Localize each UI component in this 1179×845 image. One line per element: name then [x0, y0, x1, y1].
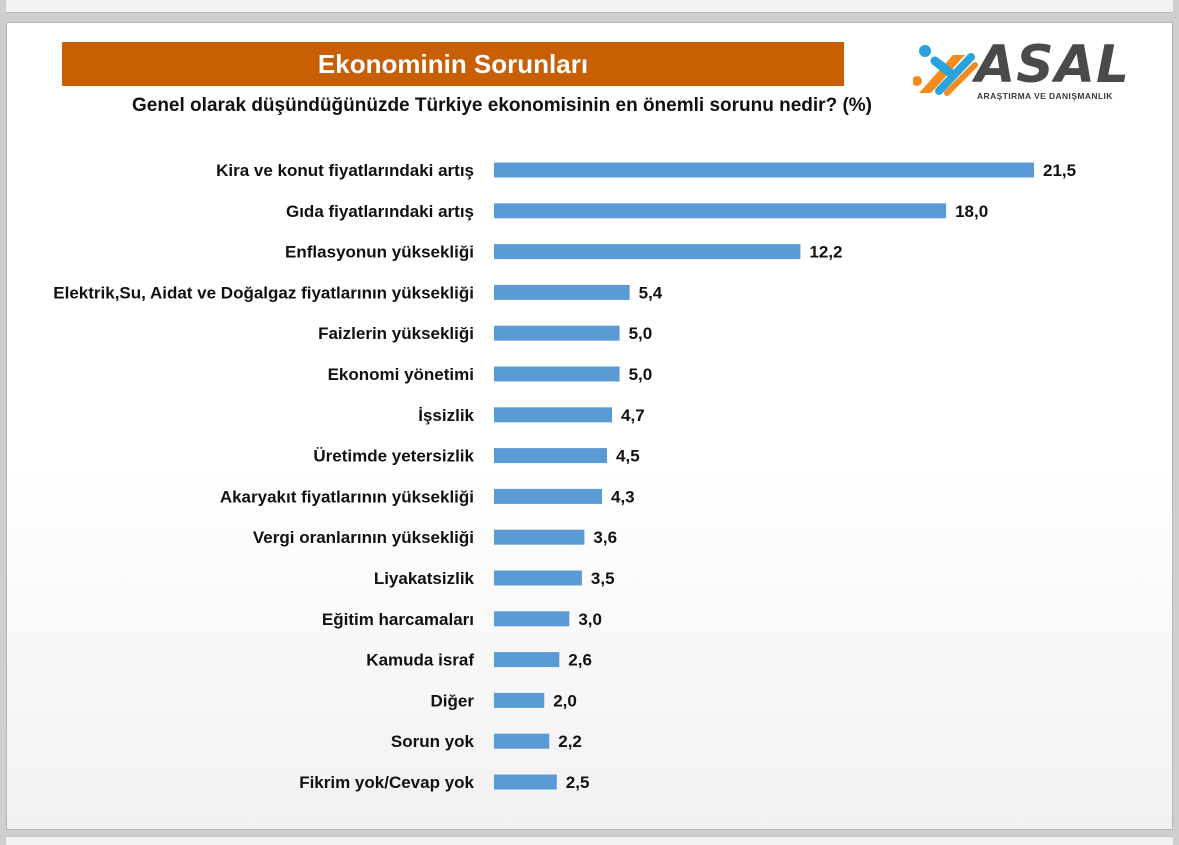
category-label: Akaryakıt fiyatlarının yüksekliği: [220, 487, 474, 506]
value-label: 3,6: [593, 528, 617, 547]
survey-question: Genel olarak düşündüğünüzde Türkiye ekon…: [131, 95, 873, 116]
category-label: Kamuda israf: [366, 651, 474, 670]
bar: [494, 366, 620, 382]
category-label: Faizlerin yüksekliği: [318, 324, 474, 343]
bar: [494, 488, 602, 504]
category-label: Diğer: [431, 691, 475, 710]
category-label: Fikrim yok/Cevap yok: [299, 773, 474, 792]
category-label: Sorun yok: [391, 732, 475, 751]
slide: Ekonominin Sorunları ASAL ARAŞTIRMA VE D…: [6, 22, 1173, 830]
bar: [494, 203, 947, 219]
value-label: 12,2: [809, 243, 842, 262]
value-label: 2,6: [568, 651, 592, 670]
bar: [494, 407, 613, 423]
asal-logo: ASAL ARAŞTIRMA VE DANIŞMANLIK: [913, 35, 1129, 101]
value-label: 18,0: [955, 202, 988, 221]
category-label: Kira ve konut fiyatlarındaki artış: [216, 161, 474, 180]
category-label: Enflasyonun yüksekliği: [285, 243, 474, 262]
value-label: 3,0: [578, 610, 602, 629]
value-label: 2,2: [558, 732, 582, 751]
bar: [494, 611, 570, 627]
category-label: Elektrik,Su, Aidat ve Doğalgaz fiyatları…: [53, 283, 474, 302]
bar: [494, 284, 630, 300]
category-label: Liyakatsizlik: [374, 569, 475, 588]
title-banner: Ekonominin Sorunları: [62, 42, 844, 86]
bar: [494, 325, 620, 341]
category-label: Ekonomi yönetimi: [328, 365, 474, 384]
value-label: 21,5: [1043, 161, 1076, 180]
category-label: Eğitim harcamaları: [322, 610, 474, 629]
bar: [494, 692, 545, 708]
category-label: Gıda fiyatlarındaki artış: [286, 202, 474, 221]
category-label: Üretimde yetersizlik: [313, 447, 474, 466]
window-top-strip: [6, 0, 1173, 13]
logo-subtitle: ARAŞTIRMA VE DANIŞMANLIK: [977, 91, 1113, 101]
bar: [494, 529, 585, 545]
value-label: 5,0: [629, 324, 653, 343]
category-label: Vergi oranlarının yüksekliği: [253, 528, 474, 547]
bar-chart: Kira ve konut fiyatlarındaki artış 21,5 Gı…: [53, 161, 1076, 792]
category-label: İşsizlik: [418, 406, 474, 425]
bar: [494, 733, 550, 749]
bar: [494, 774, 557, 790]
window-bottom-strip: [6, 836, 1173, 845]
bar: [494, 162, 1034, 178]
logo-wordmark: ASAL: [975, 35, 1131, 95]
bar: [494, 652, 560, 668]
bar: [494, 448, 608, 464]
value-label: 2,0: [553, 691, 577, 710]
value-label: 4,5: [616, 447, 640, 466]
value-label: 5,4: [639, 283, 663, 302]
page-title: Ekonominin Sorunları: [317, 48, 589, 79]
bar: [494, 244, 801, 260]
asal-logo-mark-icon: [913, 45, 978, 96]
value-label: 5,0: [629, 365, 653, 384]
value-label: 4,3: [611, 487, 635, 506]
bar: [494, 570, 582, 586]
value-label: 2,5: [566, 773, 590, 792]
value-label: 4,7: [621, 406, 645, 425]
value-label: 3,5: [591, 569, 615, 588]
